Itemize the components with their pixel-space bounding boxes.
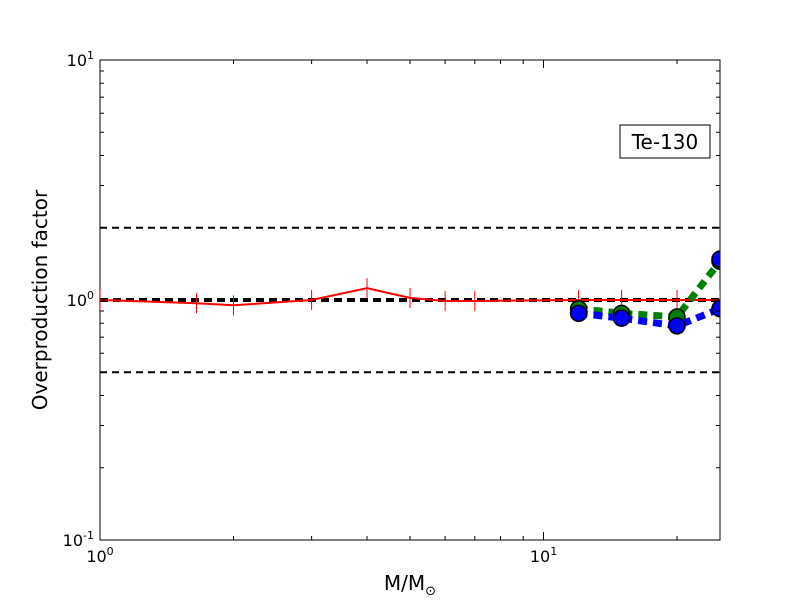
reference-lines (100, 226, 720, 374)
x-tick-label: 100 (86, 545, 113, 566)
data-point (711, 299, 720, 318)
axis-ticks (99, 59, 720, 541)
series-0 (100, 278, 720, 316)
data-point (569, 304, 588, 323)
series-group (100, 250, 720, 335)
y-tick-label: 101 (67, 49, 94, 70)
series-line (578, 305, 720, 330)
isotope-label-box: Te-130 (619, 124, 711, 159)
x-axis-label-sub: ⊙ (425, 584, 436, 599)
x-axis-label: M/M⊙ (384, 571, 436, 599)
x-axis-label-main: M/M (384, 571, 425, 595)
y-tick-label: 10-1 (63, 529, 94, 550)
series-line (100, 287, 720, 307)
isotope-label: Te-130 (631, 130, 699, 154)
data-point (711, 250, 720, 268)
data-point (668, 317, 686, 335)
series-line (578, 259, 720, 321)
series-2 (569, 299, 720, 335)
y-axis-label: Overproduction factor (28, 189, 52, 410)
data-point (612, 309, 631, 327)
x-tick-label: 101 (530, 545, 557, 566)
y-tick-label: 100 (67, 289, 94, 310)
series-3 (711, 250, 720, 268)
